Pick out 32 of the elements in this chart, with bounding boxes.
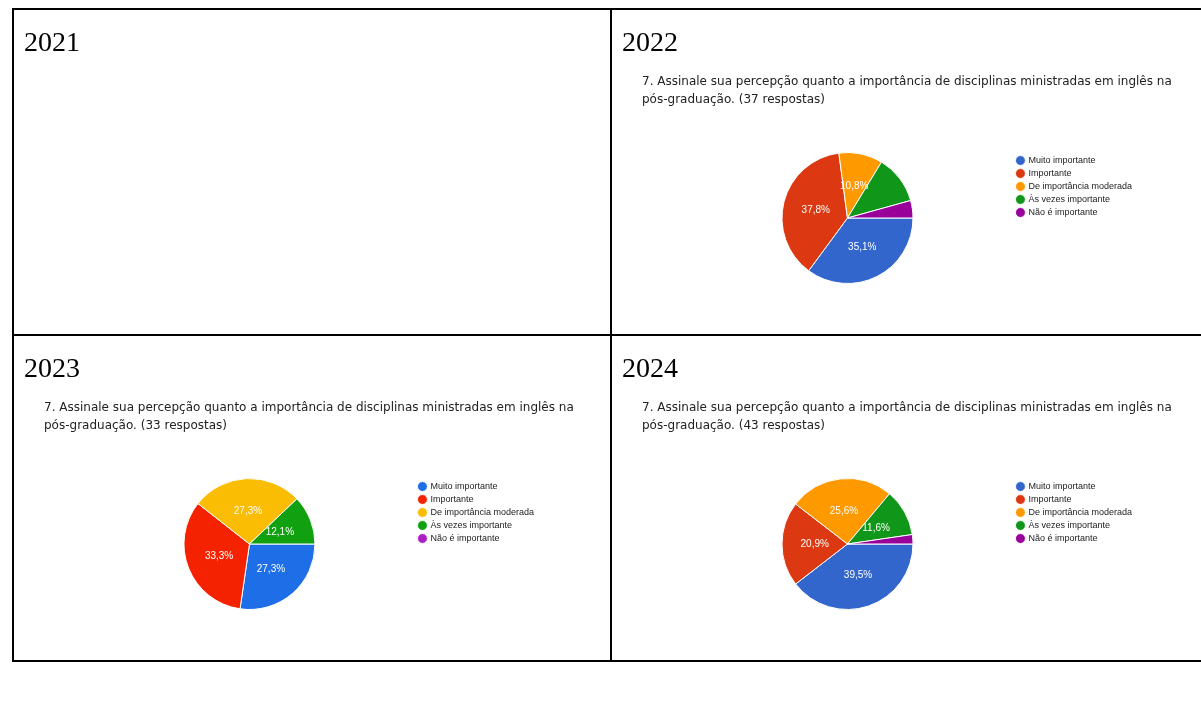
data-label: 37,8% [801, 203, 831, 215]
chart-title: 2022 [622, 26, 679, 58]
legend-label: De importância moderada [1028, 506, 1133, 517]
data-label: 33,3% [204, 549, 234, 561]
legend-label: De importância moderada [430, 506, 535, 517]
legend-label: Às vezes importante [1028, 193, 1110, 204]
legend-label: Muito importante [1028, 480, 1096, 491]
data-label: 27,3% [256, 562, 286, 574]
legend-label: De importância moderada [1028, 180, 1133, 191]
legend-label: Muito importante [430, 480, 498, 491]
legend-label: Não é importante [1028, 532, 1098, 543]
data-label: 27,3% [233, 505, 263, 517]
data-label: 20,9% [800, 537, 830, 549]
legend-label: Às vezes importante [430, 519, 512, 530]
chart-subtitle: 7. Assinale sua percepção quanto a importância de disciplinas ministradas em inglês na pós-graduação. (33 respostas) [44, 399, 574, 434]
text: 2021 [24, 26, 81, 58]
chart-title: 2024 [622, 352, 679, 384]
legend-label: Importante [430, 493, 474, 504]
data-label: 39,5% [843, 568, 873, 580]
legend-label: Não é importante [1028, 206, 1098, 217]
data-label: 12,1% [265, 525, 295, 537]
chart-subtitle: 7. Assinale sua percepção quanto a importância de disciplinas ministradas em inglês na pós-graduação. (37 respostas) [642, 73, 1172, 108]
legend-label: Importante [1028, 493, 1072, 504]
data-label: 25,6% [829, 505, 859, 517]
chart-title: 2023 [24, 352, 81, 384]
legend-label: Muito importante [1028, 154, 1096, 165]
legend-label: Importante [1028, 167, 1072, 178]
legend-label: Às vezes importante [1028, 519, 1110, 530]
chart-subtitle: 7. Assinale sua percepção quanto a importância de disciplinas ministradas em inglês na pós-graduação. (43 respostas) [642, 399, 1172, 434]
data-label: 11,6% [862, 521, 890, 533]
legend-label: Não é importante [430, 532, 500, 543]
data-label: 35,1% [848, 240, 877, 252]
